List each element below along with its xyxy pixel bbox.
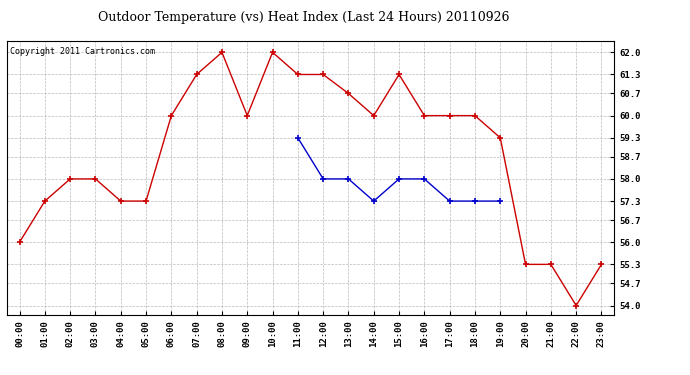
- Text: Copyright 2011 Cartronics.com: Copyright 2011 Cartronics.com: [10, 47, 155, 56]
- Text: Outdoor Temperature (vs) Heat Index (Last 24 Hours) 20110926: Outdoor Temperature (vs) Heat Index (Las…: [98, 11, 509, 24]
